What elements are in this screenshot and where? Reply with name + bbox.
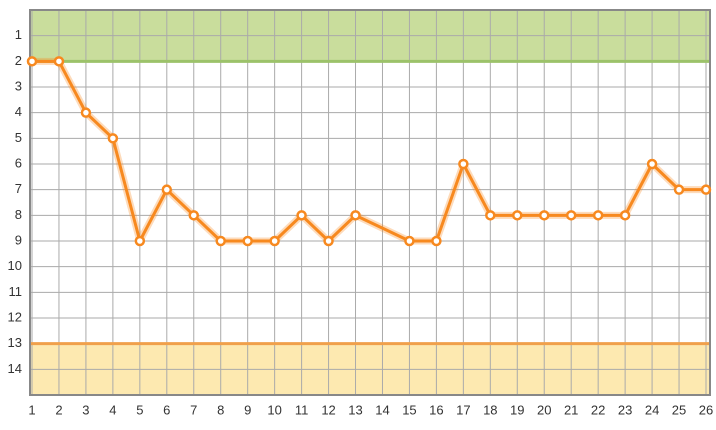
- point: [53, 56, 65, 67]
- y-tick-label: 8: [15, 207, 22, 222]
- point: [242, 235, 253, 247]
- point: [188, 210, 200, 221]
- x-tick-label: 9: [244, 402, 251, 417]
- point: [458, 158, 469, 170]
- point: [350, 210, 361, 221]
- x-tick-label: 17: [456, 402, 470, 417]
- y-tick-label: 12: [8, 309, 22, 324]
- point: [700, 184, 712, 195]
- y-tick-label: 10: [8, 258, 22, 273]
- point: [646, 158, 658, 170]
- x-tick-label: 21: [564, 402, 578, 417]
- point: [134, 235, 146, 247]
- y-tick-label: 2: [15, 53, 22, 68]
- x-tick-label: 3: [82, 402, 89, 417]
- x-tick-label: 13: [348, 402, 362, 417]
- y-tick-label: 1: [15, 27, 22, 42]
- x-tick-label: 1: [28, 402, 35, 417]
- x-tick-label: 14: [375, 402, 389, 417]
- point: [404, 235, 415, 247]
- series-line: [32, 59, 706, 243]
- x-tick-label: 2: [55, 402, 62, 417]
- point: [619, 210, 631, 221]
- point: [269, 235, 280, 247]
- x-tick-label: 8: [217, 402, 224, 417]
- x-tick-label: 18: [483, 402, 497, 417]
- x-tick-label: 20: [537, 402, 551, 417]
- y-tick-label: 5: [15, 130, 22, 145]
- x-tick-label: 11: [295, 402, 309, 417]
- x-tick-label: 12: [321, 402, 335, 417]
- x-tick-label: 15: [402, 402, 416, 417]
- y-tick-label: 14: [8, 361, 22, 376]
- point: [215, 235, 226, 247]
- x-tick-label: 22: [591, 402, 605, 417]
- point: [485, 210, 496, 221]
- point: [161, 184, 173, 195]
- point: [673, 184, 685, 195]
- x-tick-label: 10: [267, 402, 281, 417]
- y-tick-label: 13: [8, 335, 22, 350]
- point: [80, 107, 92, 118]
- x-tick-label: 5: [136, 402, 143, 417]
- x-tick-label: 6: [163, 402, 170, 417]
- x-tick-label: 19: [510, 402, 524, 417]
- point: [296, 210, 307, 221]
- y-tick-label: 9: [15, 232, 22, 247]
- x-tick-label: 23: [618, 402, 632, 417]
- point: [512, 210, 523, 221]
- x-tick-label: 24: [645, 402, 659, 417]
- x-tick-label: 16: [429, 402, 443, 417]
- point: [565, 210, 577, 221]
- x-tick-label: 26: [699, 402, 713, 417]
- y-tick-label: 6: [15, 155, 22, 170]
- y-tick-label: 3: [15, 78, 22, 93]
- point: [431, 235, 442, 247]
- y-tick-label: 11: [9, 284, 23, 299]
- point: [107, 133, 119, 144]
- point: [538, 210, 550, 221]
- x-tick-label: 7: [190, 402, 197, 417]
- plot-frame: [29, 9, 711, 396]
- point: [592, 210, 604, 221]
- y-tick-label: 7: [15, 181, 22, 196]
- point: [323, 235, 334, 247]
- point: [26, 56, 38, 67]
- x-tick-label: 25: [672, 402, 686, 417]
- y-tick-label: 4: [15, 104, 22, 119]
- x-tick-label: 4: [109, 402, 116, 417]
